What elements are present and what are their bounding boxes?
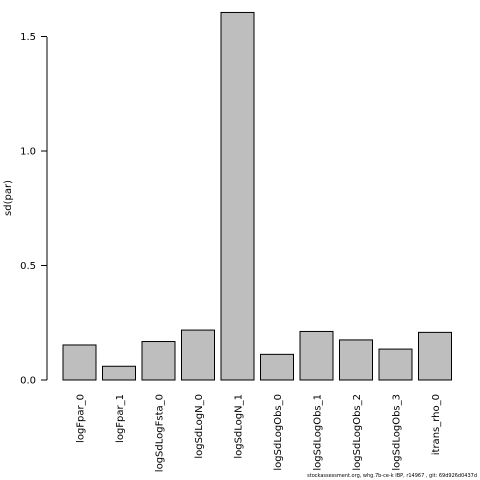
bar-logSdLogObs_2 [339,339,373,381]
x-tick-label: logSdLogObs_2 [352,394,363,471]
x-tick-label: logSdLogObs_3 [392,394,403,471]
bar-logSdLogObs_3 [378,348,413,381]
bar-logFpar_0 [62,344,97,381]
x-tick-label: logSdLogN_1 [234,394,245,459]
x-tick-label: itrans_rho_0 [431,394,442,455]
y-axis-label: sd(par) [3,180,14,216]
bar-logSdLogN_0 [181,329,215,381]
x-tick-label: logSdLogFsta_0 [155,394,166,472]
bar-itrans_rho_0 [418,331,452,381]
bar-logSdLogN_1 [220,11,255,381]
y-axis: 0.0 0.5 1.0 1.5 [20,32,48,387]
x-tick-label: logSdLogObs_1 [313,394,324,471]
y-tick-label: 0.5 [20,261,36,272]
y-tick-label: 0.0 [20,376,36,387]
x-tick-label: logFpar_1 [115,394,126,443]
x-tick-label: logSdLogObs_0 [273,394,284,471]
y-tick-label: 1.5 [20,32,36,43]
x-tick-label: logFpar_0 [76,394,87,443]
bar-logSdLogFsta_0 [141,341,176,381]
footnote: stockassessment.org, whg.7b-ce-k IBP, r1… [307,473,477,479]
x-tick-labels: logFpar_0 logFpar_1 logSdLogFsta_0 logSdLog… [76,394,443,472]
bar-logSdLogObs_0 [260,353,294,381]
bars [62,11,452,381]
bar-logSdLogObs_1 [299,330,334,381]
bar-logFpar_1 [102,365,136,381]
x-tick-label: logSdLogN_0 [194,394,205,459]
y-tick-label: 1.0 [20,147,36,158]
